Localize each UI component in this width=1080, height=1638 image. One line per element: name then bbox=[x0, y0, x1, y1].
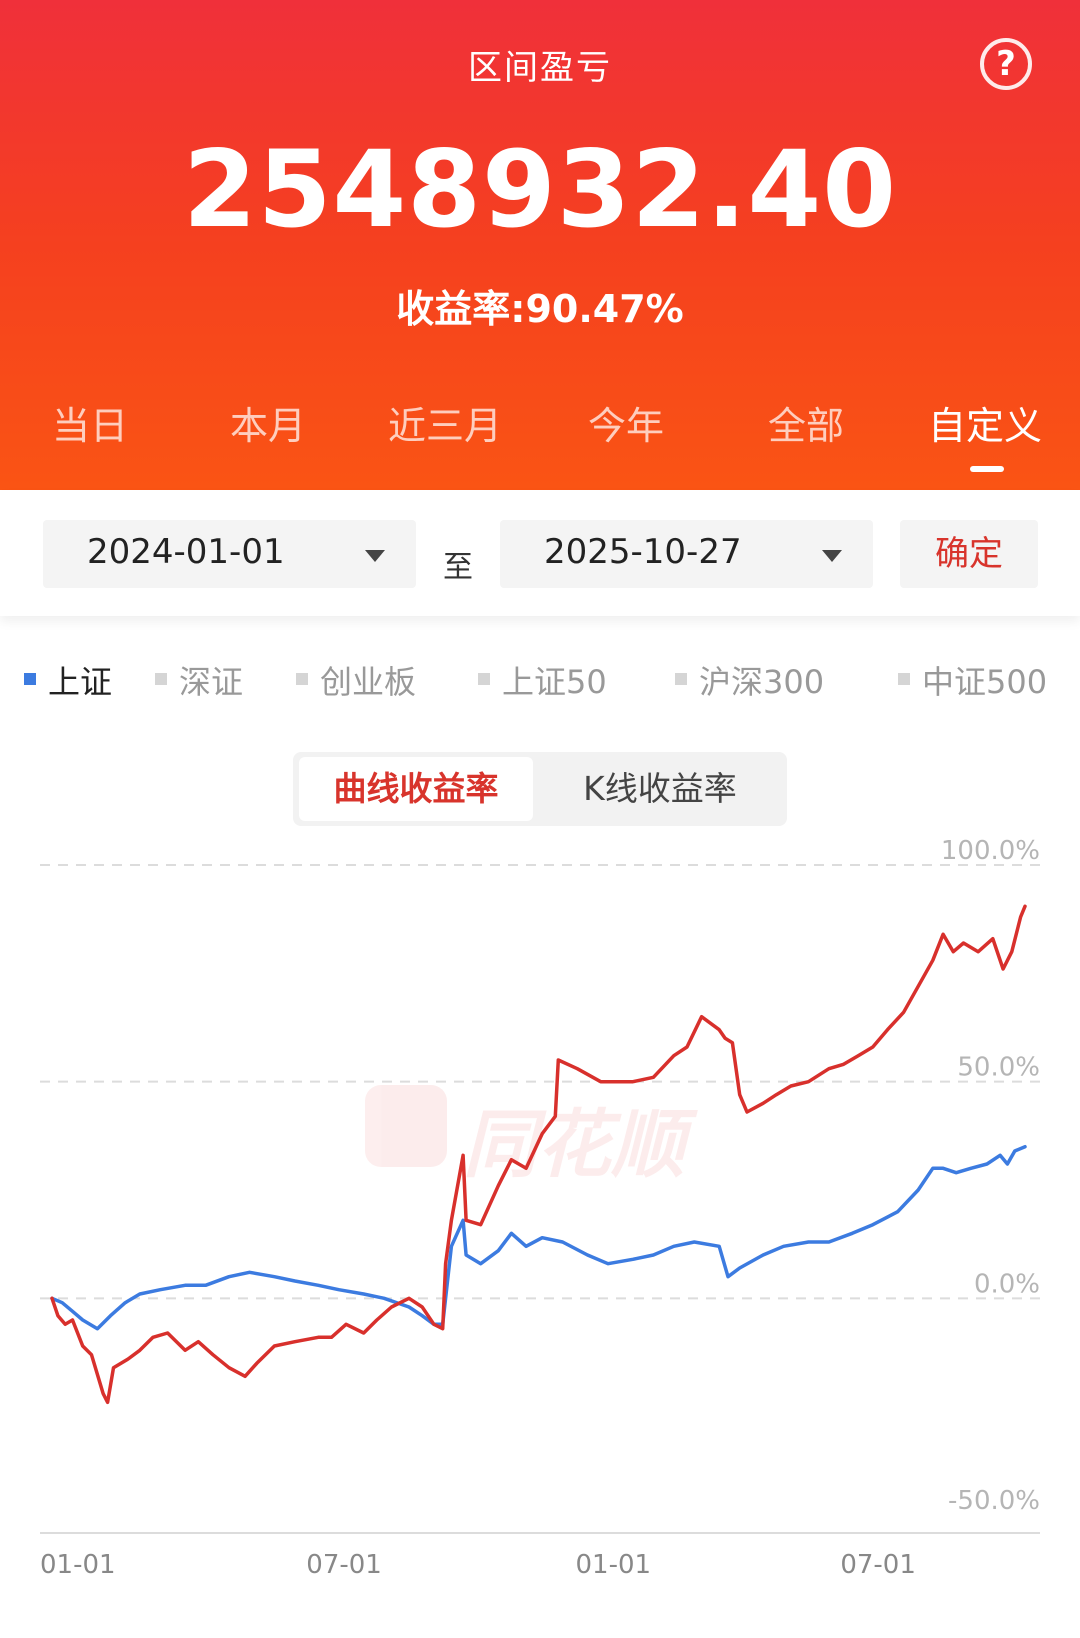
index-label: 上证 bbox=[48, 663, 113, 701]
kline-return-option[interactable]: K线收益率 bbox=[583, 769, 737, 808]
confirm-button[interactable]: 确定 bbox=[900, 520, 1038, 588]
end-date-value: 2025-10-27 bbox=[544, 532, 742, 572]
y-tick-label: -50.0% bbox=[948, 1486, 1040, 1516]
legend-marker bbox=[24, 673, 36, 685]
y-tick-label: 50.0% bbox=[957, 1053, 1040, 1083]
curve-return-option[interactable]: 曲线收益率 bbox=[299, 757, 533, 821]
index-label: 创业板 bbox=[320, 663, 417, 701]
question-circle-icon[interactable]: ? bbox=[980, 38, 1032, 90]
index-return-line bbox=[50, 1144, 1027, 1331]
return-chart: 100.0% 50.0% 0.0% -50.0% 01-01 07-01 01-01 07-0… bbox=[0, 820, 1080, 1600]
tab-all[interactable]: 全部 bbox=[768, 404, 845, 448]
tab-this-month[interactable]: 本月 bbox=[230, 404, 307, 448]
chevron-down-icon bbox=[365, 550, 385, 562]
chevron-down-icon bbox=[822, 550, 842, 562]
chart-svg: 100.0% 50.0% 0.0% -50.0% 01-01 07-01 01-01 07-0… bbox=[40, 836, 1040, 1580]
page-title: 区间盈亏 bbox=[468, 48, 612, 88]
y-tick-label: 0.0% bbox=[974, 1269, 1040, 1299]
profit-amount: 2548932.40 bbox=[182, 128, 898, 251]
index-label: 中证500 bbox=[922, 663, 1048, 701]
end-date-select[interactable]: 2025-10-27 bbox=[500, 520, 873, 588]
active-tab-indicator bbox=[970, 466, 1004, 472]
tab-three-months[interactable]: 近三月 bbox=[388, 404, 503, 448]
legend-marker bbox=[675, 673, 687, 685]
index-label: 沪深300 bbox=[699, 663, 825, 701]
return-rate: 收益率:90.47% bbox=[396, 287, 684, 331]
date-separator: 至 bbox=[443, 550, 473, 585]
watermark-text: 同花顺 bbox=[463, 1102, 685, 1188]
watermark-icon bbox=[365, 1085, 447, 1167]
legend-marker bbox=[155, 673, 167, 685]
tab-today[interactable]: 当日 bbox=[52, 404, 129, 448]
x-tick-label: 07-01 bbox=[306, 1550, 382, 1580]
header: 区间盈亏 ? 2548932.40 收益率:90.47% 当日 本月 近三月 今… bbox=[0, 0, 1080, 490]
start-date-select[interactable]: 2024-01-01 bbox=[43, 520, 416, 588]
index-selector: 上证 深证 创业板 上证50 沪深300 中证500 bbox=[0, 655, 1080, 701]
y-tick-label: 100.0% bbox=[941, 836, 1040, 866]
x-tick-label: 01-01 bbox=[40, 1550, 116, 1580]
watermark-logo: 同花顺 bbox=[365, 1085, 725, 1188]
x-tick-label: 07-01 bbox=[840, 1550, 916, 1580]
tab-custom[interactable]: 自定义 bbox=[928, 404, 1043, 448]
legend-marker bbox=[296, 673, 308, 685]
period-tabs: 当日 本月 近三月 今年 全部 自定义 bbox=[0, 395, 1080, 455]
tab-this-year[interactable]: 今年 bbox=[588, 404, 665, 448]
legend-marker bbox=[898, 673, 910, 685]
legend-marker bbox=[478, 673, 490, 685]
chart-mode-toggle: 曲线收益率 K线收益率 bbox=[293, 752, 787, 826]
index-label: 深证 bbox=[179, 663, 244, 701]
x-tick-label: 01-01 bbox=[576, 1550, 652, 1580]
date-range-bar: 2024-01-01 至 2025-10-27 确定 bbox=[0, 490, 1080, 616]
start-date-value: 2024-01-01 bbox=[87, 532, 285, 572]
index-label: 上证50 bbox=[502, 663, 607, 701]
portfolio-return-line bbox=[50, 904, 1027, 1405]
